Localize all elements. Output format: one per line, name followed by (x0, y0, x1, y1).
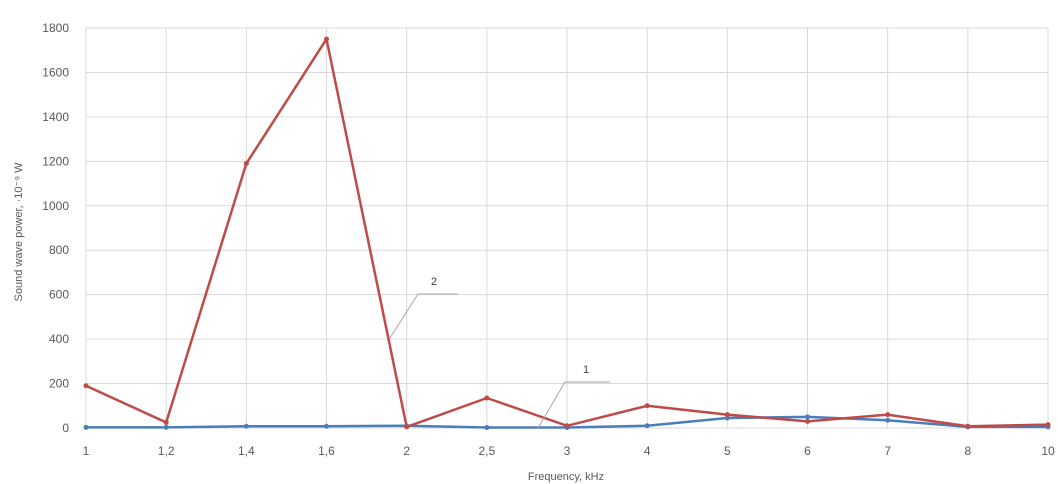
y-tick-label: 400 (49, 332, 69, 346)
y-tick-label: 600 (49, 288, 69, 302)
series-1-point (805, 414, 810, 420)
y-tick-label: 1800 (42, 21, 69, 35)
x-tick-label: 1,4 (238, 444, 255, 458)
series-2-point (1045, 422, 1051, 428)
x-tick-label: 5 (724, 444, 731, 458)
x-tick-label: 3 (564, 444, 571, 458)
x-tick-label: 10 (1041, 444, 1055, 458)
x-tick-label: 8 (964, 444, 971, 458)
series-callouts: 21 (389, 276, 610, 429)
series-2-point (484, 395, 490, 401)
x-axis-title: Frequency, kHz (528, 471, 604, 483)
callout-label-series-1: 1 (583, 364, 589, 376)
grid (85, 27, 1049, 429)
series-2-point (965, 423, 971, 429)
series-1-point (644, 423, 650, 429)
series-1-point (885, 417, 891, 423)
x-tick-label: 4 (644, 444, 651, 458)
y-tick-label: 1600 (42, 65, 69, 79)
y-axis-title: Sound wave power, ·10⁻⁹ W (13, 162, 25, 302)
y-tick-label: 800 (49, 243, 69, 257)
series-1-point (324, 423, 329, 429)
x-tick-label: 1,6 (318, 444, 335, 458)
x-tick-label: 2,5 (478, 444, 495, 458)
x-tick-label: 6 (804, 444, 811, 458)
series-2-point (163, 419, 169, 425)
callout-line-series-1 (537, 381, 610, 429)
series-2-point (324, 36, 329, 42)
series-2-point (243, 161, 249, 167)
x-tick-label: 1 (83, 444, 90, 458)
series-2-point (885, 412, 891, 418)
x-tick-label: 7 (884, 444, 891, 458)
series-2-point (644, 403, 650, 409)
series-1-point (484, 425, 490, 431)
series-2-point (805, 418, 810, 424)
y-tick-label: 1000 (42, 199, 69, 213)
series-2-point (404, 424, 410, 430)
series-1-point (243, 423, 249, 429)
x-tick-label: 2 (403, 444, 410, 458)
y-tick-label: 1400 (42, 110, 69, 124)
y-tick-label: 1200 (42, 154, 69, 168)
y-tick-label: 0 (62, 421, 69, 435)
series-2-point (564, 423, 570, 429)
series-lines (83, 36, 1051, 431)
y-axis-tick-labels: 0 200 400 600 800 1000 1200 1400 1600 1800 (42, 21, 69, 435)
x-axis-tick-labels: 1 1,2 1,4 1,6 2 2,5 3 4 5 6 7 8 10 (83, 444, 1055, 458)
series-2-point (724, 412, 730, 418)
series-1-point (163, 424, 169, 430)
callout-line-series-2 (389, 293, 458, 339)
callout-label-series-2: 2 (431, 276, 437, 288)
x-tick-label: 1,2 (158, 444, 175, 458)
series-2-point (83, 383, 89, 389)
y-tick-label: 200 (49, 377, 69, 391)
series-1-point (83, 424, 89, 430)
